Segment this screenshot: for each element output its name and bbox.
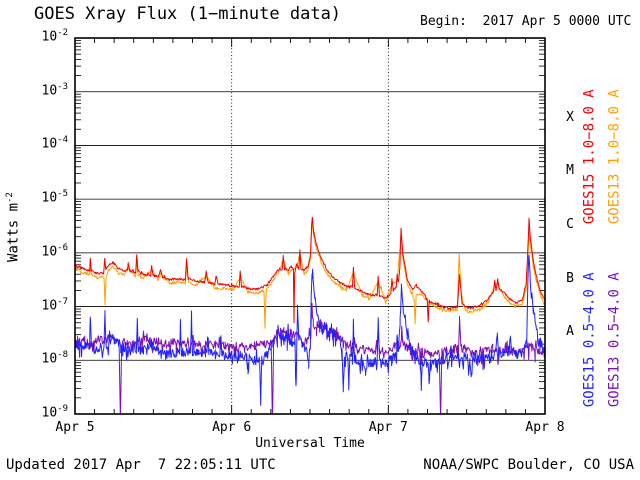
flare-class-c: C: [566, 217, 574, 232]
legend-goes15-short: GOES15 0.5−4.0 A: [581, 272, 598, 408]
y-tick-label: 10-4: [41, 135, 69, 152]
y-tick-exponent: -3: [57, 81, 68, 92]
y-tick-label: 10-3: [41, 81, 69, 99]
flare-class-m: M: [566, 163, 574, 179]
legend-goes15-long: GOES15 1.0−8.0 A: [581, 89, 598, 225]
x-tick-label: Apr 8: [525, 420, 565, 435]
x-axis-title: Universal Time: [255, 436, 365, 451]
legend-goes13-short: GOES13 0.5−4.0 A: [606, 272, 623, 408]
x-tick-label: Apr 6: [212, 420, 252, 435]
y-tick-exponent: -5: [57, 189, 68, 200]
x-tick-label: Apr 7: [368, 420, 408, 435]
y-tick-exponent: -7: [57, 296, 68, 307]
flare-class-a: A: [566, 324, 574, 340]
y-tick-label: 10-8: [41, 350, 69, 367]
y-tick-exponent: -2: [57, 28, 68, 38]
flare-class-b: B: [566, 270, 574, 286]
updated-timestamp: Updated 2017 Apr 7 22:05:11 UTC: [6, 457, 276, 473]
series-goes13-short: [75, 302, 545, 414]
y-tick-label: 10-7: [41, 296, 69, 313]
y-tick-label: 10-9: [41, 404, 69, 421]
y-tick-exponent: -4: [57, 135, 68, 146]
y-tick-exponent: -6: [57, 242, 68, 253]
y-axis-title-exponent: -2: [4, 192, 15, 203]
source-credit: NOAA/SWPC Boulder, CO USA: [423, 457, 634, 473]
series-goes15-short: [75, 254, 545, 406]
plot-frame: [74, 37, 546, 415]
y-tick-label: 10-6: [41, 242, 69, 260]
y-tick-exponent: -9: [57, 404, 68, 414]
y-tick-label: 10-2: [41, 28, 69, 45]
legend-goes13-long: GOES13 1.0−8.0 A: [606, 89, 623, 225]
begin-label: Begin: 2017 Apr 5 0000 UTC: [420, 14, 632, 29]
y-axis-title: Watts m-2: [4, 192, 22, 262]
y-tick-exponent: -8: [57, 350, 68, 361]
flare-class-x: X: [566, 109, 574, 125]
series-goes15-long: [75, 216, 545, 324]
x-tick-label: Apr 5: [55, 420, 95, 435]
page-title: GOES Xray Flux (1−minute data): [34, 4, 342, 24]
y-tick-label: 10-5: [41, 189, 69, 206]
